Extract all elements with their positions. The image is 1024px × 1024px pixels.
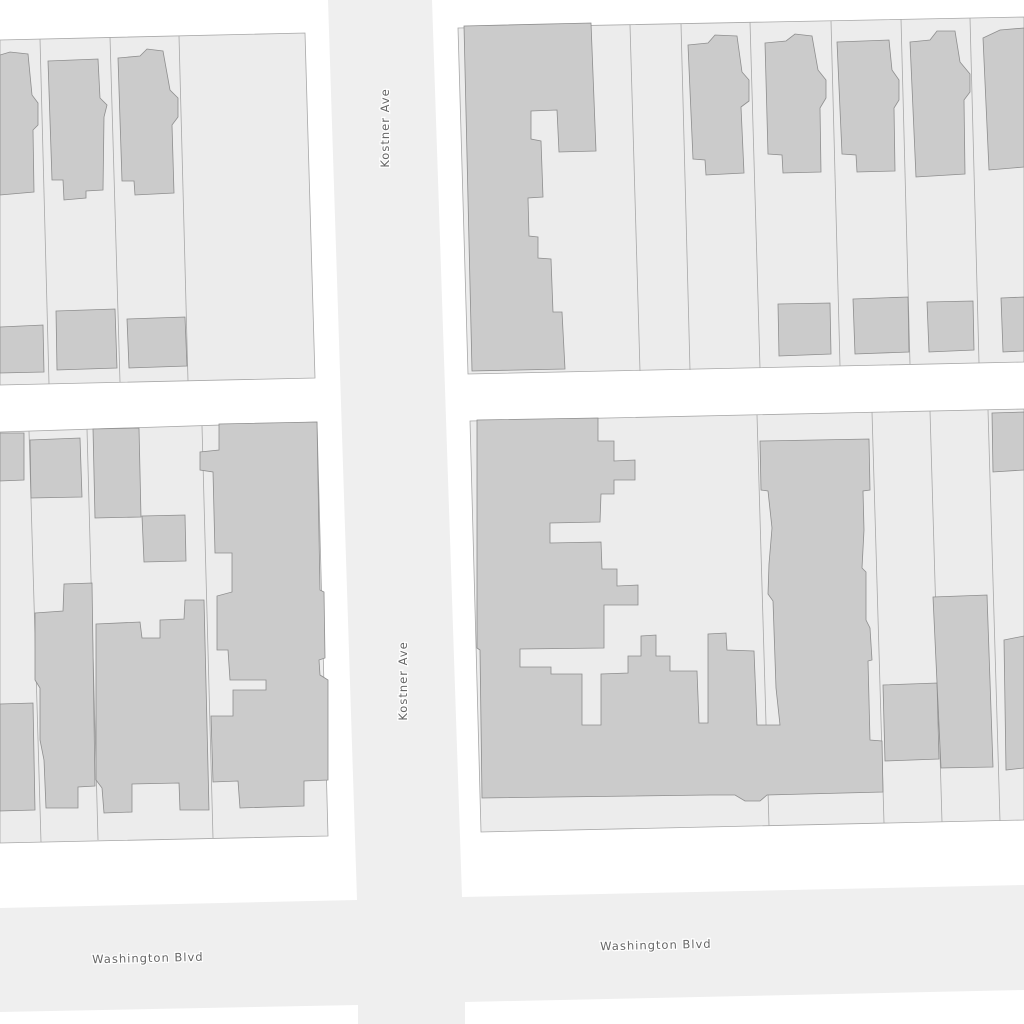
- street-label-washington-blvd-east: Washington Blvd: [600, 937, 712, 954]
- parcels-upper-left: [0, 32, 316, 386]
- parcels-lower-left: [0, 421, 329, 844]
- city-block-southeast: [465, 990, 1024, 1024]
- street-label-kostner-ave-north: Kostner Ave: [378, 88, 392, 167]
- parcels-lower-right: [469, 408, 1024, 833]
- street-label-washington-blvd-west: Washington Blvd: [92, 950, 204, 967]
- city-block-southwest: [0, 1005, 358, 1024]
- parcels-upper-right: [457, 16, 1024, 375]
- street-label-kostner-ave-south: Kostner Ave: [396, 641, 410, 720]
